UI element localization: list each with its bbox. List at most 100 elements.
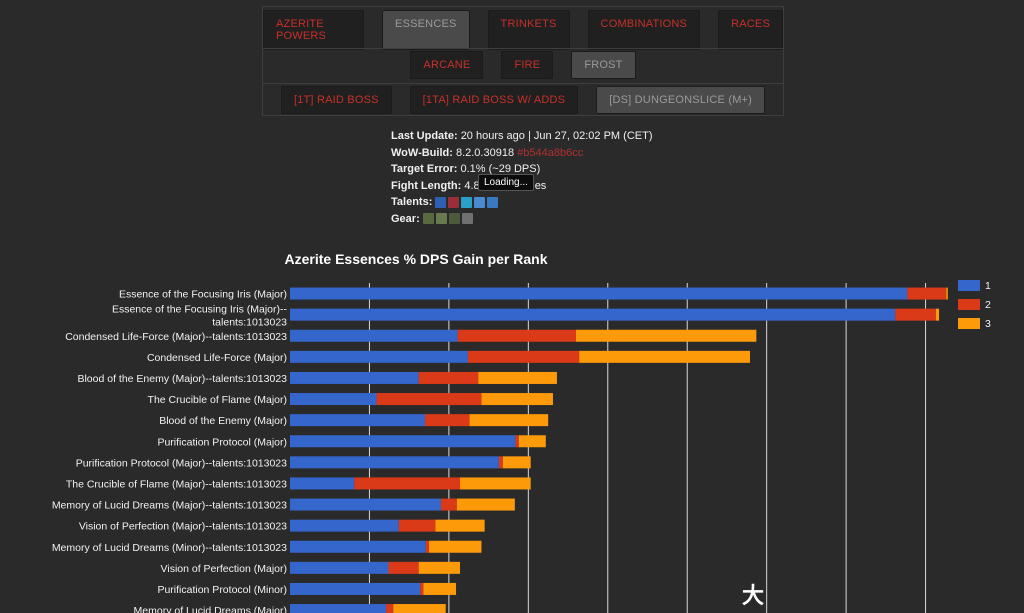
bar-1-5[interactable] (290, 371, 419, 384)
last-update-line: Last Update: 20 hours ago | Jun 27, 02:0… (391, 128, 652, 145)
bar-1-8[interactable] (290, 435, 516, 448)
nav-combinations[interactable]: COMBINATIONS (587, 10, 701, 50)
bar-1-6[interactable] (290, 393, 377, 406)
bar-1-9[interactable] (290, 456, 499, 469)
fight-length-suffix: es (534, 179, 547, 192)
wow-build-label: WoW-Build: (391, 146, 453, 159)
talent-icon-5[interactable] (487, 196, 499, 208)
bar-3-7[interactable] (469, 414, 549, 427)
bar-2-3[interactable] (457, 329, 576, 342)
bar-1-1[interactable] (290, 287, 908, 300)
bar-2-6[interactable] (376, 393, 482, 406)
bar-3-3[interactable] (576, 329, 757, 342)
bar-2-4[interactable] (467, 350, 580, 363)
category-label: Memory of Lucid Dreams (Major)--talents:… (52, 500, 287, 512)
bar-1-13[interactable] (290, 540, 426, 553)
bar-3-6[interactable] (481, 393, 553, 406)
loading-tooltip: Loading... (478, 174, 534, 191)
legend-label-3: 3 (985, 318, 991, 330)
bar-3-11[interactable] (456, 498, 515, 511)
bar-3-12[interactable] (435, 519, 485, 532)
last-update-value: 20 hours ago | Jun 27, 02:02 PM (CET) (460, 130, 653, 142)
bar-3-2[interactable] (935, 308, 940, 321)
gear-icon-3[interactable] (448, 213, 460, 225)
nav-raid-boss-adds[interactable]: [1TA] RAID BOSS W/ ADDS (409, 86, 579, 114)
talent-icon-1[interactable] (435, 196, 447, 208)
wow-build-hash-link[interactable]: #b544a8b6cc (517, 146, 584, 159)
fight-length-label: Fight Length: (391, 179, 462, 192)
gear-icon-4[interactable] (461, 213, 473, 225)
category-label: Memory of Lucid Dreams (Minor)--talents:… (52, 542, 287, 554)
bar-2-2[interactable] (895, 308, 936, 321)
target-error-value: 0.1% (~29 DPS) (460, 163, 541, 175)
bar-1-2[interactable] (290, 308, 896, 321)
talents-line: Talents: (391, 194, 652, 211)
bar-3-5[interactable] (478, 371, 557, 384)
category-label: Vision of Perfection (Major) (161, 563, 287, 575)
bar-2-14[interactable] (388, 561, 419, 574)
category-label: Blood of the Enemy (Major)--talents:1013… (77, 373, 287, 385)
nav-arcane[interactable]: ARCANE (410, 51, 484, 79)
nav-frost[interactable]: FROST (571, 51, 636, 79)
bar-2-1[interactable] (907, 287, 947, 300)
bar-3-14[interactable] (418, 561, 461, 574)
talent-icon-2[interactable] (448, 196, 460, 208)
category-label: Vision of Perfection (Major)--talents:10… (79, 521, 287, 533)
bar-1-12[interactable] (290, 519, 399, 532)
chart-title: Azerite Essences % DPS Gain per Rank (284, 251, 548, 267)
legend-label-1: 1 (985, 280, 991, 292)
bar-3-15[interactable] (423, 582, 457, 595)
watermark-logo: 大 (742, 583, 765, 608)
bar-1-14[interactable] (290, 561, 389, 574)
bar-2-9[interactable] (498, 456, 503, 469)
bar-3-4[interactable] (579, 350, 750, 363)
bar-2-15[interactable] (420, 582, 424, 595)
target-error-label: Target Error: (391, 163, 458, 175)
bar-2-5[interactable] (418, 371, 479, 384)
bar-3-8[interactable] (518, 435, 546, 448)
bar-1-11[interactable] (290, 498, 441, 511)
gear-icon-1[interactable] (422, 213, 434, 225)
category-label: Purification Protocol (Major) (157, 436, 287, 448)
category-label: Condensed Life-Force (Major)--talents:10… (65, 331, 287, 343)
legend-swatch-1[interactable] (958, 280, 980, 291)
bar-1-4[interactable] (290, 350, 468, 363)
bar-1-7[interactable] (290, 414, 426, 427)
bar-1-15[interactable] (290, 582, 421, 595)
talent-icon-4[interactable] (474, 196, 486, 208)
category-label: Purification Protocol (Major)--talents:1… (76, 457, 287, 469)
nav-dungeonslice[interactable]: [DS] DUNGEONSLICE (M+) (596, 86, 766, 114)
wow-build-value: 8.2.0.30918 (455, 146, 515, 159)
legend-swatch-2[interactable] (958, 299, 980, 310)
bar-3-10[interactable] (460, 477, 531, 490)
bar-2-12[interactable] (398, 519, 436, 532)
nav-essences[interactable]: ESSENCES (382, 10, 470, 50)
bar-2-16[interactable] (386, 604, 394, 613)
bar-3-1[interactable] (946, 287, 948, 300)
bar-2-10[interactable] (354, 477, 461, 490)
bar-3-13[interactable] (429, 540, 482, 553)
bar-2-7[interactable] (425, 414, 470, 427)
nav-races[interactable]: RACES (718, 10, 783, 50)
legend-swatch-3[interactable] (958, 318, 980, 329)
bar-2-11[interactable] (440, 498, 457, 511)
nav-azerite-powers[interactable]: AZERITE POWERS (263, 10, 365, 50)
category-label: Essence of the Focusing Iris (Major) (119, 289, 287, 301)
talent-icon-3[interactable] (461, 196, 473, 208)
bar-1-16[interactable] (290, 604, 387, 613)
bar-2-8[interactable] (515, 435, 519, 448)
talent-icons (435, 196, 499, 208)
nav-trinkets[interactable]: TRINKETS (487, 10, 570, 50)
bar-1-3[interactable] (290, 329, 458, 342)
bar-2-13[interactable] (425, 540, 430, 553)
nav-raid-boss[interactable]: [1T] RAID BOSS (280, 86, 392, 114)
bar-1-10[interactable] (290, 477, 355, 490)
category-label: Purification Protocol (Minor) (157, 584, 287, 596)
fight-length-value: 4.8 (464, 179, 480, 192)
bar-3-16[interactable] (393, 604, 446, 613)
gear-icon-2[interactable] (435, 213, 447, 225)
bar-3-9[interactable] (502, 456, 531, 469)
nav-fire[interactable]: FIRE (501, 51, 554, 79)
nav-row-fight: [1T] RAID BOSS [1TA] RAID BOSS W/ ADDS [… (263, 83, 783, 114)
